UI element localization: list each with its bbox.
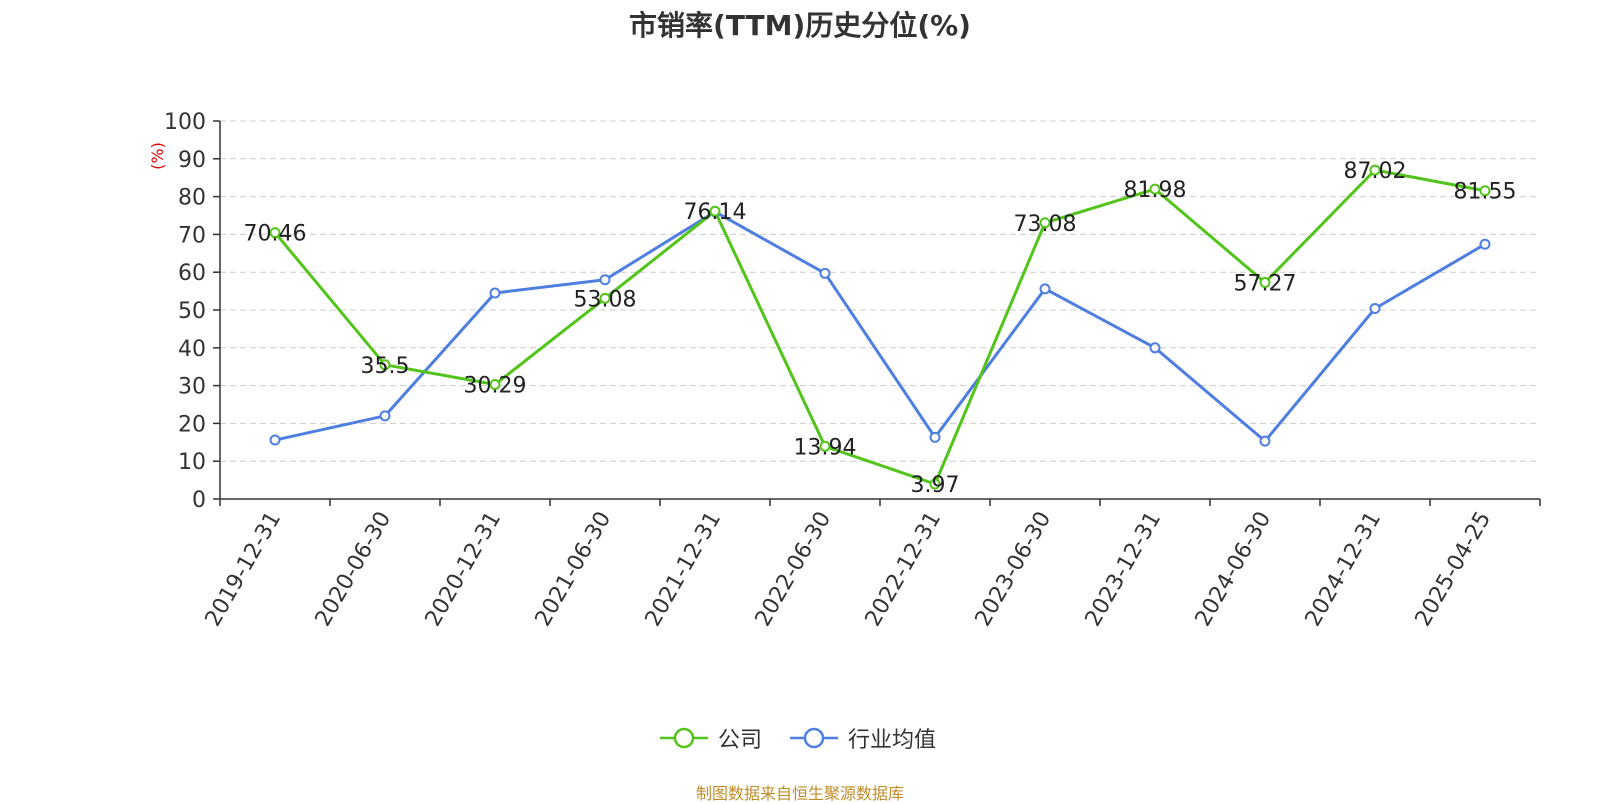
data-point-industry-avg [599, 274, 611, 286]
y-tick-label: 80 [178, 186, 206, 211]
x-tick-label: 2021-06-30 [531, 508, 617, 631]
data-point-industry-avg [1369, 302, 1381, 314]
data-point-industry-avg [1149, 342, 1161, 354]
data-point-company [1039, 217, 1051, 229]
data-point-company [379, 359, 391, 371]
series-line-company [273, 168, 1486, 486]
data-label: 3.97 [911, 473, 960, 498]
data-point-industry-avg [379, 410, 391, 422]
data-label: 81.55 [1454, 180, 1517, 205]
y-tick-label: 70 [178, 223, 206, 248]
y-tick-label: 40 [178, 337, 206, 362]
data-point-company [1149, 183, 1161, 195]
data-label: 13.94 [794, 435, 857, 460]
data-source-note: 制图数据来自恒生聚源数据库 [695, 784, 904, 803]
y-tick-label: 50 [178, 299, 206, 324]
data-label: 53.08 [574, 287, 637, 312]
y-tick-label: 20 [178, 412, 206, 437]
legend-label-company: 公司 [718, 728, 763, 753]
x-tick-label: 2020-06-30 [311, 508, 397, 631]
x-tick-label: 2025-04-25 [1411, 508, 1497, 631]
x-tick-label: 2019-12-31 [201, 508, 287, 631]
y-tick-label: 0 [192, 488, 206, 513]
data-label: 81.98 [1124, 178, 1187, 203]
legend-item-company[interactable]: 公司 [660, 722, 762, 754]
data-label: 35.5 [361, 354, 410, 379]
data-point-company [599, 292, 611, 304]
data-label: 57.27 [1234, 272, 1297, 297]
data-point-company [819, 440, 831, 452]
x-tick-label: 2024-06-30 [1191, 508, 1277, 631]
data-point-industry-avg [269, 434, 281, 446]
data-point-industry-avg [1479, 238, 1491, 250]
x-tick-label: 2021-12-31 [641, 508, 727, 631]
y-tick-label: 60 [178, 261, 206, 286]
data-label: 70.46 [244, 222, 307, 247]
y-tick-label: 30 [178, 375, 206, 400]
x-tick-label: 2022-12-31 [861, 508, 947, 631]
x-tick-label: 2023-06-30 [971, 508, 1057, 631]
data-point-company [1369, 164, 1381, 176]
series-line-industry-avg [274, 210, 1486, 443]
data-point-company [1259, 277, 1271, 289]
data-label: 76.14 [684, 200, 747, 225]
data-label: 30.29 [464, 374, 527, 399]
data-point-industry-avg [819, 267, 831, 279]
y-tick-label: 100 [164, 110, 206, 135]
data-point-industry-avg [929, 431, 941, 443]
x-tick-label: 2022-06-30 [751, 508, 837, 631]
legend-item-industry-avg[interactable]: 行业均值 [790, 722, 936, 754]
data-point-industry-avg [1039, 283, 1051, 295]
y-tick-label: 90 [178, 148, 206, 173]
y-tick-label: 10 [178, 450, 206, 475]
chart-title: 市销率(TTM)历史分位(%) [629, 9, 971, 42]
data-label: 87.02 [1344, 159, 1407, 184]
data-point-industry-avg [1259, 435, 1271, 447]
x-tick-label: 2020-12-31 [421, 508, 507, 631]
y-axis-unit-label: (%) [148, 142, 167, 170]
x-tick-label: 2024-12-31 [1301, 508, 1387, 631]
data-point-company [269, 227, 281, 239]
legend-marker-industry-icon [790, 727, 838, 749]
data-point-company [1479, 185, 1491, 197]
legend: 公司 行业均值 [0, 722, 1600, 754]
data-point-company [709, 205, 721, 217]
data-point-industry-avg [489, 287, 501, 299]
x-tick-label: 2023-12-31 [1081, 508, 1167, 631]
legend-marker-company-icon [660, 727, 708, 749]
data-point-company [929, 478, 941, 490]
data-label: 73.08 [1014, 212, 1077, 237]
legend-label-industry-avg: 行业均值 [848, 728, 937, 753]
data-point-company [489, 379, 501, 391]
